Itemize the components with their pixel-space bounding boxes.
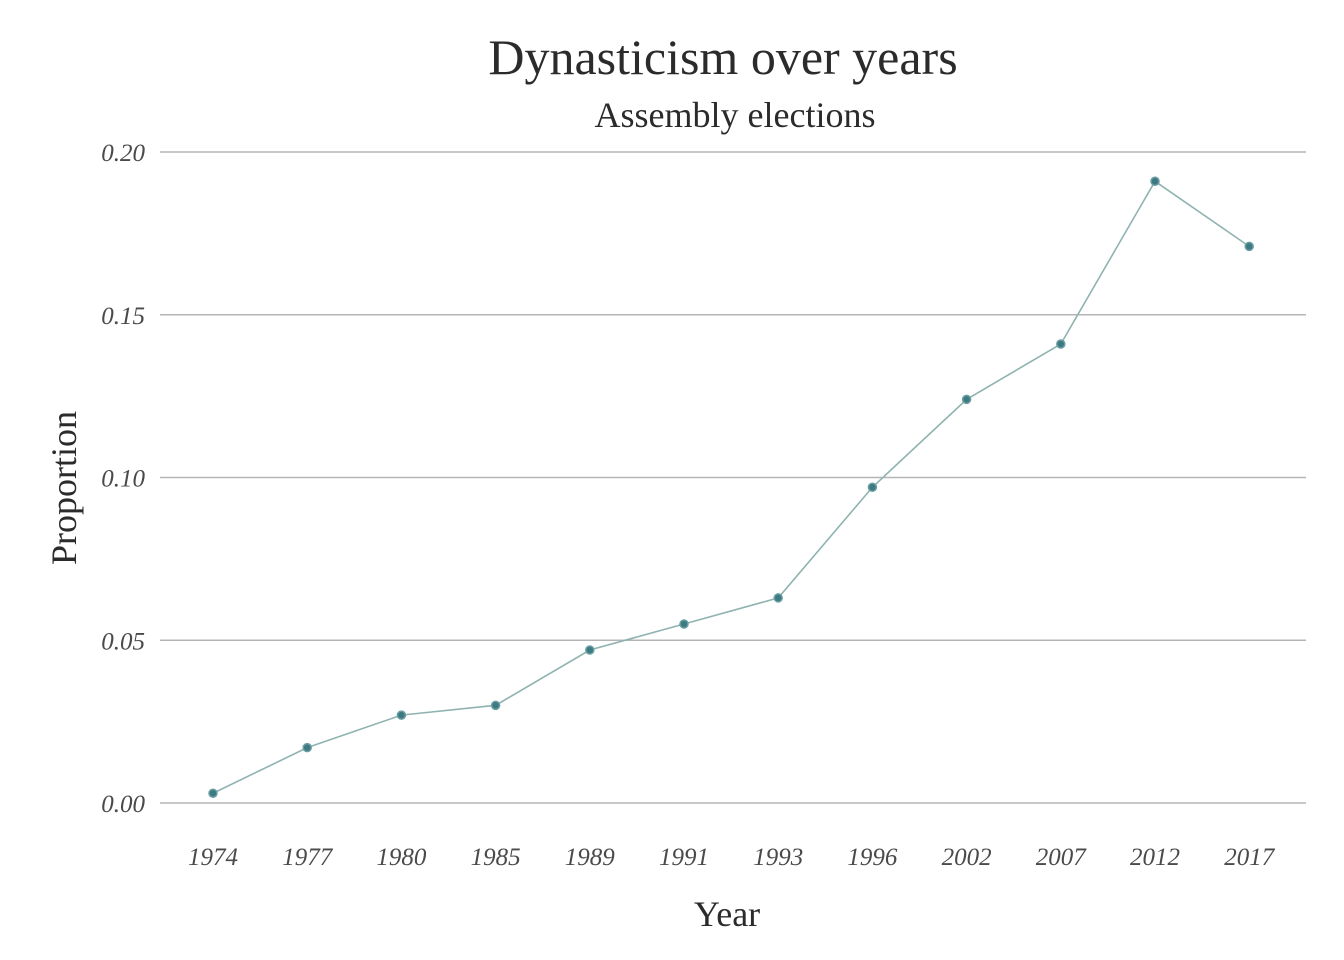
x-tick-label: 2007 (1036, 844, 1088, 871)
data-point (585, 645, 595, 655)
data-point (208, 788, 218, 798)
x-tick-label: 1974 (188, 844, 238, 871)
data-points (208, 176, 1254, 798)
y-tick-label: 0.15 (101, 303, 145, 330)
x-tick-label: 1980 (376, 844, 427, 871)
x-tick-label: 2017 (1224, 844, 1276, 871)
data-point (961, 394, 972, 405)
data-point (396, 710, 407, 720)
data-point (867, 482, 878, 493)
x-tick-label: 1989 (565, 844, 616, 871)
data-point (490, 700, 501, 711)
data-point (302, 742, 312, 753)
data-point (1056, 339, 1066, 349)
data-point (679, 619, 689, 629)
y-tick-label: 0.05 (101, 628, 145, 655)
x-tick-label: 2012 (1130, 844, 1180, 871)
gridlines (160, 151, 1306, 804)
y-axis-label: Proportion (44, 411, 84, 565)
y-tick-label: 0.00 (101, 791, 145, 818)
data-point (1244, 241, 1254, 252)
y-tick-label: 0.20 (101, 140, 145, 167)
x-tick-label: 1996 (847, 844, 898, 871)
chart-title: Dynasticism over years (488, 29, 958, 85)
series-line (212, 180, 1250, 794)
x-tick-label: 1993 (753, 844, 803, 871)
y-tick-label: 0.10 (101, 466, 145, 493)
x-tick-label: 1977 (282, 844, 334, 871)
chart-subtitle: Assembly elections (594, 95, 876, 135)
x-axis-label: Year (694, 894, 760, 934)
x-tick-label: 1985 (471, 844, 521, 871)
y-tick-labels: 0.00 0.05 0.10 0.15 0.20 (101, 140, 145, 818)
data-point (773, 593, 783, 603)
x-tick-label: 2002 (942, 844, 992, 871)
x-tick-labels: 1974 1977 1980 1985 1989 1991 1993 1996 2002 2007… (188, 844, 1276, 871)
x-tick-label: 1991 (659, 844, 709, 871)
data-point (1150, 176, 1160, 187)
